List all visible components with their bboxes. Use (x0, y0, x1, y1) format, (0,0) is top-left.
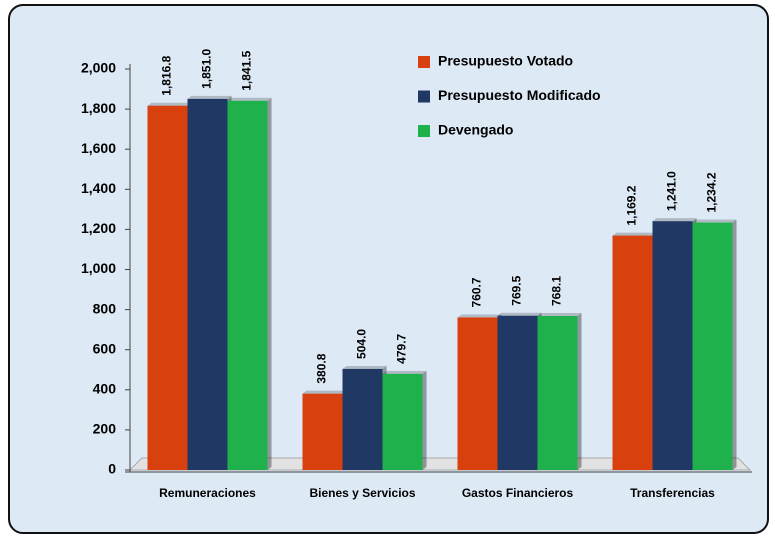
bar-top (652, 218, 697, 222)
bar (537, 315, 578, 470)
bar-top (342, 365, 387, 369)
y-tick-label: 200 (93, 421, 117, 437)
bar (652, 221, 693, 470)
legend-swatch (418, 56, 430, 68)
bar-top (692, 219, 737, 223)
value-label: 380.8 (315, 353, 329, 383)
value-label: 1,234.2 (705, 172, 719, 212)
bar (227, 100, 268, 471)
value-label: 1,851.0 (200, 49, 214, 89)
value-label: 769.5 (510, 275, 524, 305)
bar (457, 317, 498, 470)
x-tick-label: Transferencias (630, 486, 715, 500)
y-tick-label: 600 (93, 340, 117, 356)
y-tick-label: 1,000 (81, 260, 116, 276)
bar (147, 105, 188, 470)
x-tick-label: Bienes y Servicios (309, 486, 415, 500)
y-tick-label: 400 (93, 381, 117, 397)
value-label: 504.0 (355, 329, 369, 359)
bar-top (537, 312, 582, 316)
x-tick-label: Gastos Financieros (462, 486, 574, 500)
legend-label: Devengado (438, 122, 513, 138)
bar (382, 373, 423, 470)
y-tick-label: 0 (108, 461, 116, 477)
value-label: 760.7 (470, 277, 484, 307)
bar (692, 222, 733, 470)
y-tick-label: 1,600 (81, 140, 116, 156)
y-tick-label: 1,800 (81, 100, 116, 116)
value-label: 1,816.8 (160, 55, 174, 95)
legend-label: Presupuesto Modificado (438, 87, 601, 103)
bar-side (577, 312, 582, 470)
value-label: 1,169.2 (625, 185, 639, 225)
bar-side (422, 370, 427, 470)
bar (612, 235, 653, 470)
value-label: 1,841.5 (240, 50, 254, 90)
y-tick-label: 800 (93, 300, 117, 316)
value-label: 1,241.0 (665, 171, 679, 211)
bar (302, 393, 343, 470)
bar-top (227, 97, 272, 101)
value-label: 479.7 (395, 333, 409, 363)
bar-top (187, 95, 232, 99)
bar-top (382, 370, 427, 374)
bar-top (147, 102, 192, 106)
legend-swatch (418, 125, 430, 137)
y-tick-label: 1,400 (81, 180, 116, 196)
bar-side (732, 219, 737, 470)
bar (497, 315, 538, 470)
bar-top (497, 312, 542, 316)
bar-top (457, 314, 502, 318)
legend-swatch (418, 90, 430, 103)
bar-top (302, 390, 347, 394)
bar (342, 368, 383, 470)
value-label: 768.1 (550, 276, 564, 306)
bar (187, 98, 228, 470)
y-tick-label: 1,200 (81, 220, 116, 236)
bar-top (612, 232, 657, 236)
x-tick-label: Remuneraciones (159, 486, 256, 500)
y-tick-label: 2,000 (81, 60, 116, 76)
bar-side (267, 97, 272, 471)
legend-label: Presupuesto Votado (438, 53, 573, 69)
